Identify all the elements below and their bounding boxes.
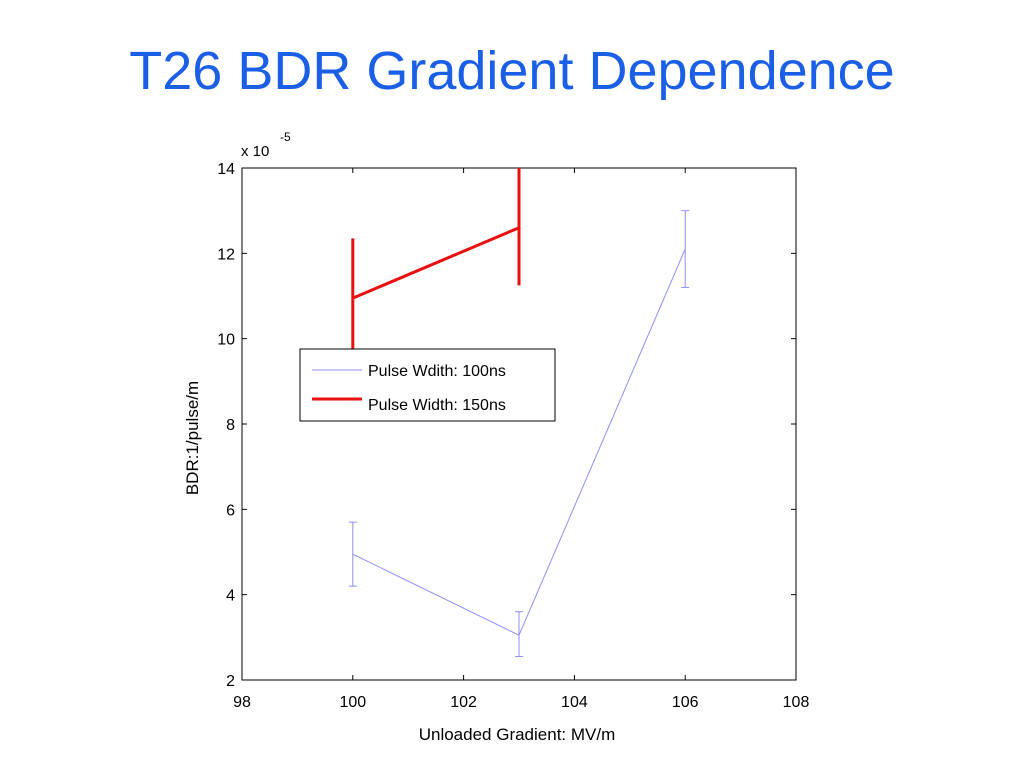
y-multiplier-exponent: -5 <box>280 130 291 144</box>
series-1 <box>351 168 521 360</box>
legend: Pulse Wdith: 100ns Pulse Width: 150ns <box>299 348 556 422</box>
y-tick-label: 4 <box>226 588 235 605</box>
series-0 <box>348 210 690 658</box>
x-axis-label: Unloaded Gradient: MV/m <box>419 725 616 744</box>
slide-title: T26 BDR Gradient Dependence <box>129 41 895 101</box>
legend-label-100ns: Pulse Wdith: 100ns <box>368 363 506 380</box>
y-multiplier-base: x 10 <box>241 143 269 160</box>
ticks <box>241 167 797 681</box>
x-tick-labels: 98 100 102 104 106 108 <box>233 694 809 711</box>
series-line <box>352 226 520 300</box>
x-tick-label: 98 <box>233 694 251 711</box>
y-axis-label: BDR:1/pulse/m <box>183 381 202 495</box>
legend-label-150ns: Pulse Width: 150ns <box>368 397 506 414</box>
y-tick-label: 14 <box>217 161 235 178</box>
data-point <box>352 553 354 555</box>
y-tick-labels: 2 4 6 8 10 12 14 <box>217 161 235 690</box>
x-tick-label: 104 <box>561 694 588 711</box>
x-tick-label: 108 <box>783 694 810 711</box>
legend-box <box>299 348 556 422</box>
data-point <box>352 297 354 299</box>
y-tick-label: 8 <box>226 417 235 434</box>
y-tick-label: 2 <box>226 673 235 690</box>
y-tick-label: 6 <box>226 502 235 519</box>
data-point <box>518 634 520 636</box>
y-tick-label: 12 <box>217 246 235 263</box>
data-point <box>518 227 520 229</box>
series-layer <box>348 168 690 658</box>
x-tick-label: 100 <box>339 694 366 711</box>
x-tick-label: 106 <box>672 694 699 711</box>
data-point <box>684 248 686 250</box>
y-tick-label: 10 <box>217 332 235 349</box>
x-tick-label: 102 <box>450 694 477 711</box>
